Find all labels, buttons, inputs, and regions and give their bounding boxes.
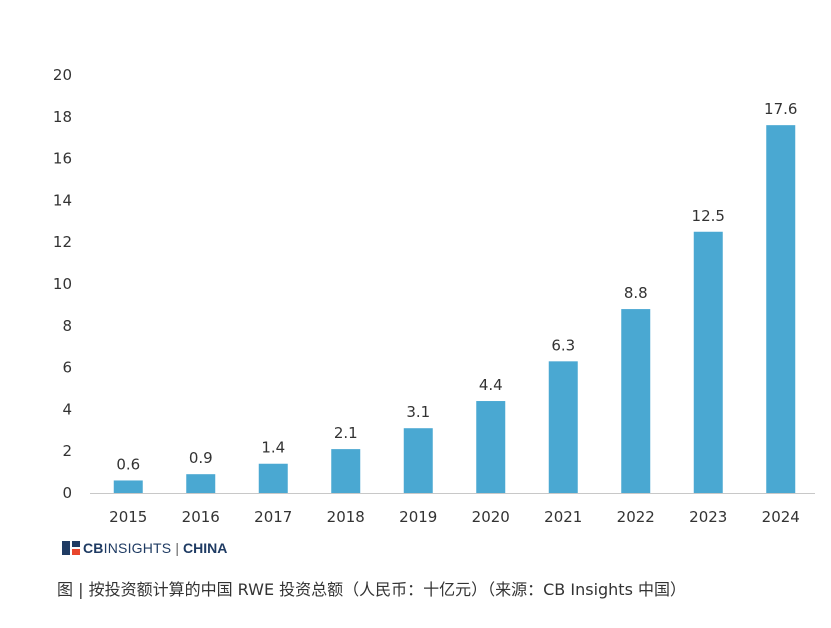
x-tick-label-2019: 2019 <box>399 508 437 526</box>
data-label-2018: 2.1 <box>334 424 358 442</box>
y-tick-label: 4 <box>62 400 72 418</box>
cb-insights-china-logo: CBINSIGHTS | CHINA <box>62 538 227 558</box>
bar-2021 <box>548 361 578 493</box>
x-tick-label-2016: 2016 <box>182 508 220 526</box>
bar-2015 <box>113 480 143 493</box>
y-tick-label: 16 <box>53 150 72 168</box>
x-tick-label-2021: 2021 <box>544 508 582 526</box>
logo-brand: CBINSIGHTS <box>83 540 172 556</box>
bar-2023 <box>693 231 723 493</box>
x-tick-label-2024: 2024 <box>762 508 800 526</box>
y-tick-label: 2 <box>62 442 72 460</box>
x-tick-label-2018: 2018 <box>327 508 365 526</box>
bar-chart: 0 2 4 6 8 10 12 14 16 18 20 0.6 0.9 1.4 2.1 3.1 4.4 6.3 8… <box>53 66 815 526</box>
x-tick-label-2020: 2020 <box>472 508 510 526</box>
y-tick-label: 14 <box>53 191 72 209</box>
y-axis: 0 2 4 6 8 10 12 14 16 18 20 <box>53 66 72 502</box>
data-label-2019: 3.1 <box>406 403 430 421</box>
y-tick-label: 12 <box>53 233 72 251</box>
data-label-2015: 0.6 <box>116 455 140 473</box>
bar-2018 <box>331 449 361 493</box>
bar-2022 <box>621 309 651 493</box>
x-tick-label-2015: 2015 <box>109 508 147 526</box>
x-axis: 2015 2016 2017 2018 2019 2020 2021 2022 2023 2024 <box>90 493 815 526</box>
data-label-2017: 1.4 <box>261 439 285 457</box>
bar-2016 <box>186 474 216 493</box>
y-tick-label: 18 <box>53 108 72 126</box>
y-tick-label: 20 <box>53 66 72 84</box>
cb-logo-icon <box>62 541 80 555</box>
y-tick-label: 8 <box>62 317 72 335</box>
bars: 0.6 0.9 1.4 2.1 3.1 4.4 6.3 8.8 12.5 17.6 <box>113 100 797 493</box>
data-label-2016: 0.9 <box>189 449 213 467</box>
data-label-2024: 17.6 <box>764 100 797 118</box>
logo-region: CHINA <box>182 540 228 556</box>
data-label-2021: 6.3 <box>551 336 575 354</box>
data-label-2020: 4.4 <box>479 376 503 394</box>
y-tick-label: 6 <box>62 359 72 377</box>
y-tick-label: 0 <box>62 484 72 502</box>
logo-separator: | <box>175 540 179 556</box>
x-tick-label-2017: 2017 <box>254 508 292 526</box>
bar-2024 <box>766 125 796 493</box>
x-tick-label-2022: 2022 <box>617 508 655 526</box>
x-tick-label-2023: 2023 <box>689 508 727 526</box>
figure-caption: 图 | 按投资额计算的中国 RWE 投资总额（人民币：十亿元）（来源：CB In… <box>57 580 687 599</box>
y-tick-label: 10 <box>53 275 72 293</box>
bar-2020 <box>476 401 506 493</box>
bar-2019 <box>403 428 433 493</box>
data-label-2023: 12.5 <box>692 207 725 225</box>
data-label-2022: 8.8 <box>624 284 648 302</box>
bar-2017 <box>258 463 288 493</box>
